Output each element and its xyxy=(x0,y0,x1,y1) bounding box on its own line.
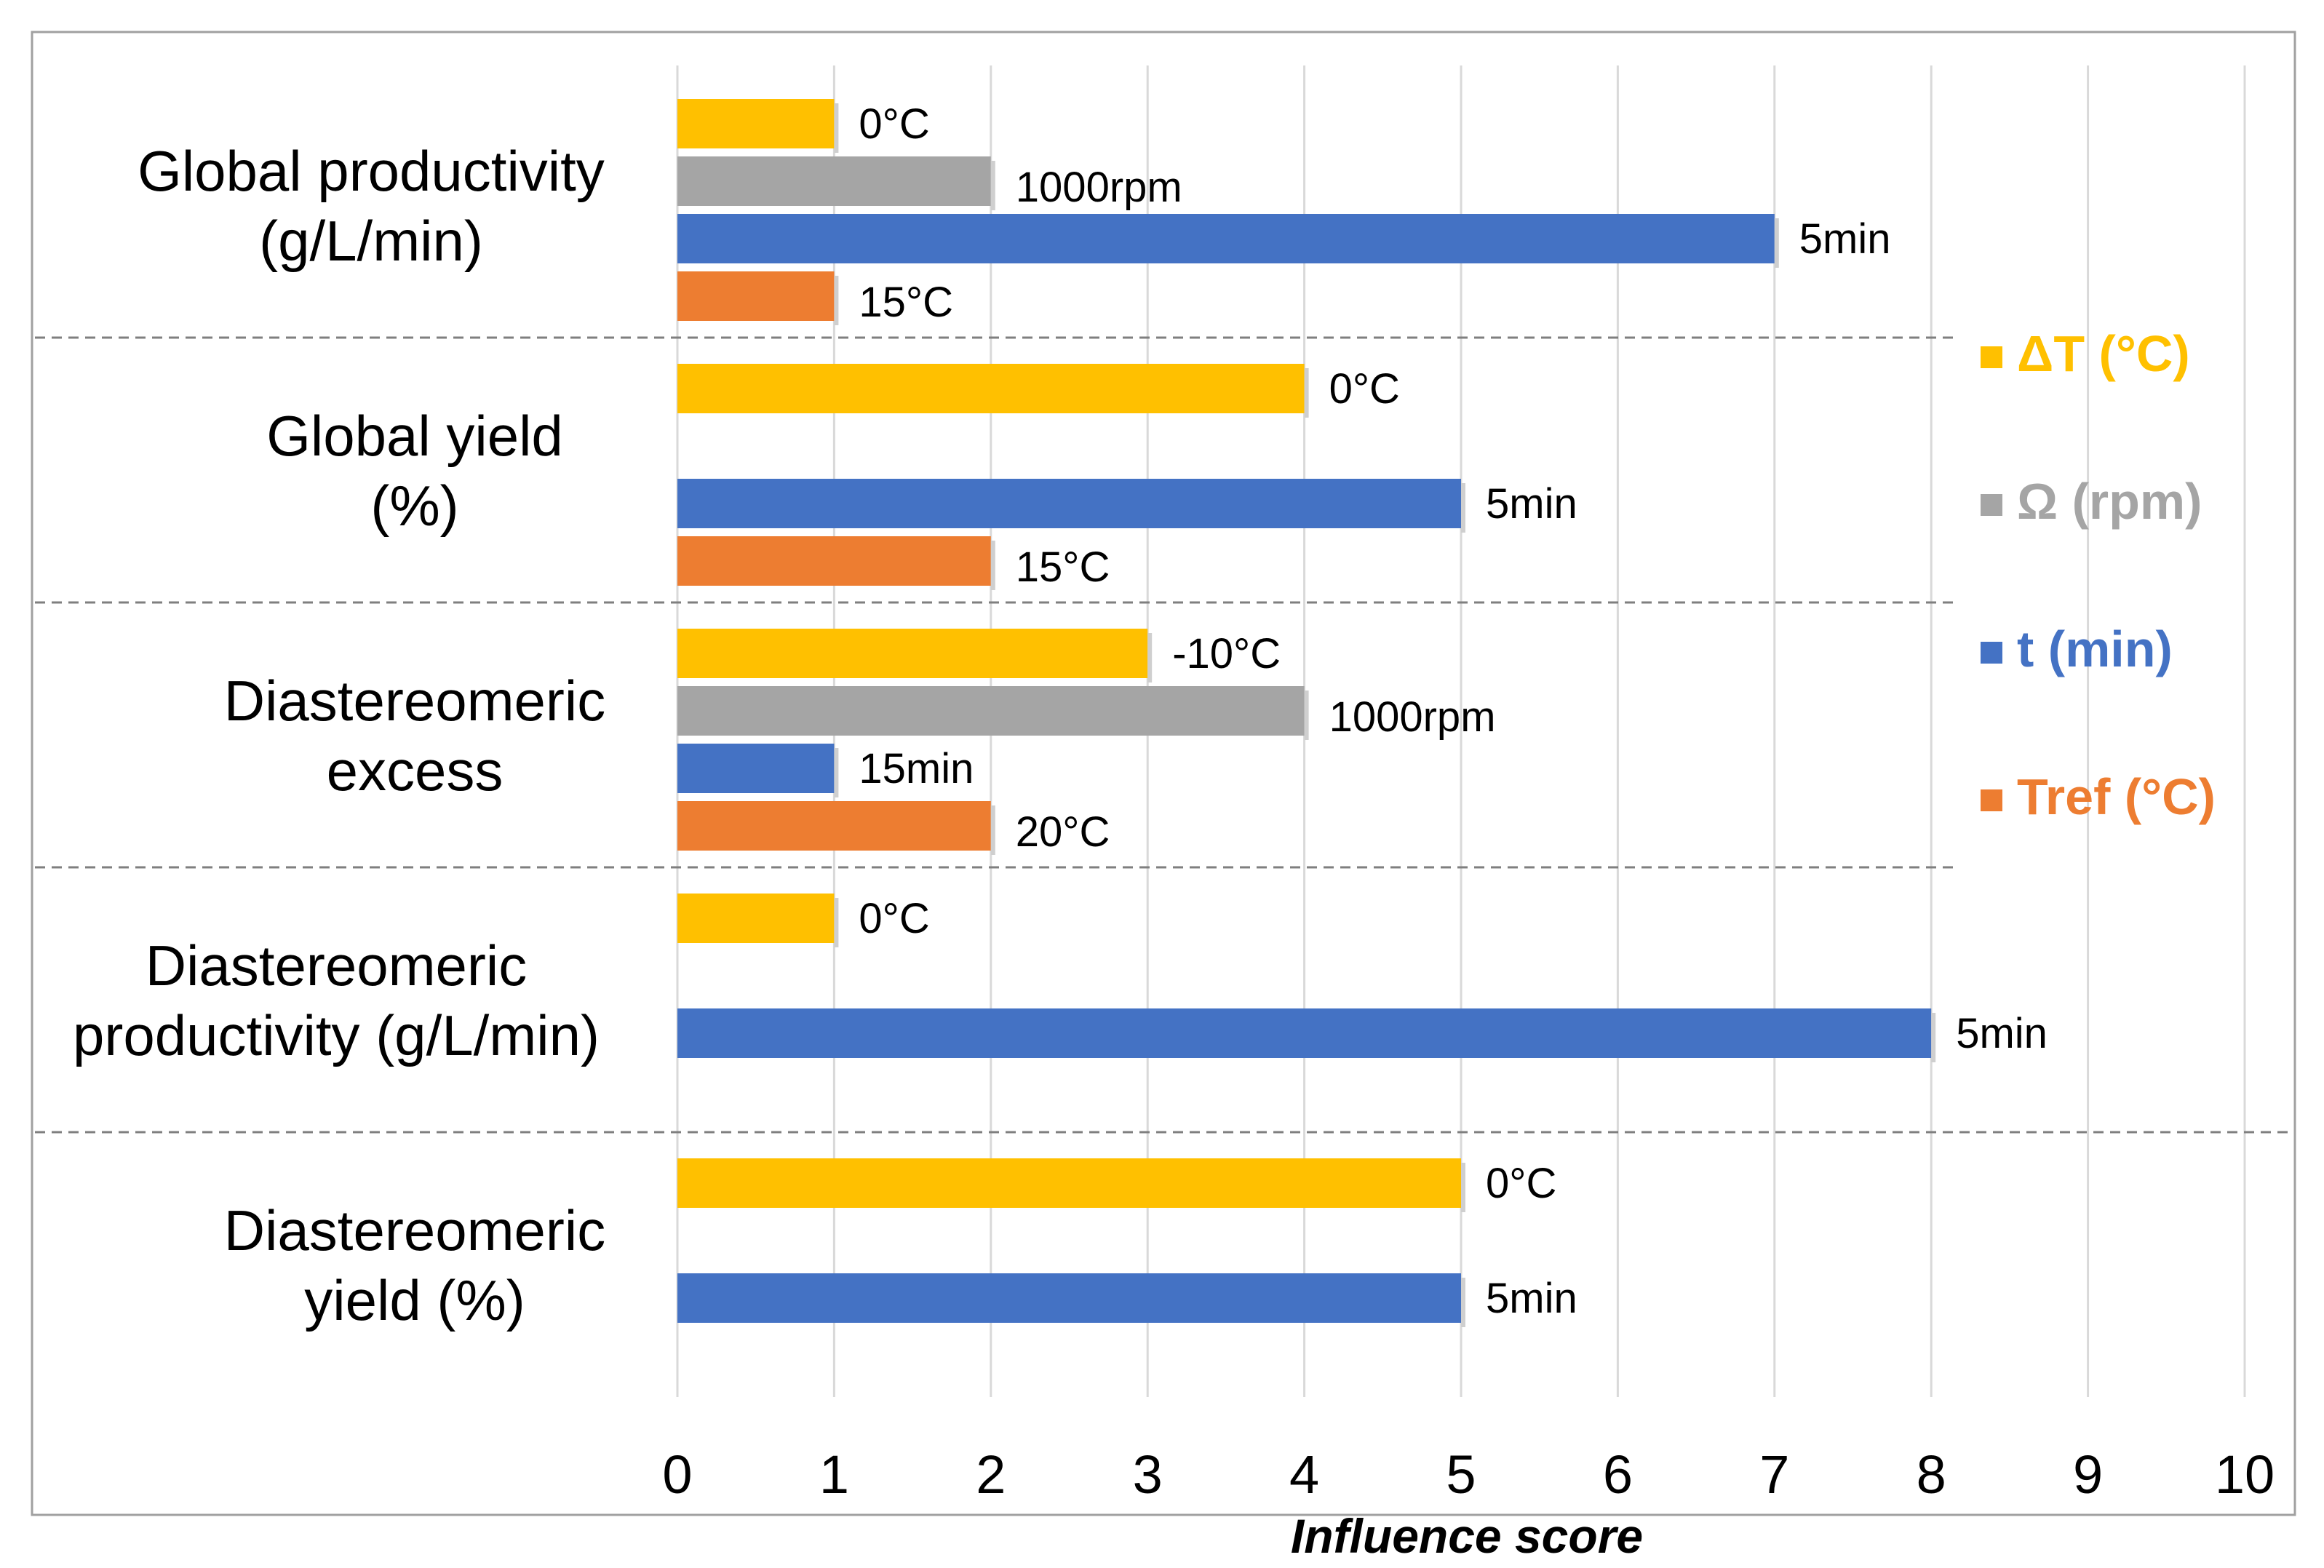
bar-shadow xyxy=(1304,691,1309,740)
x-tick-label: 7 xyxy=(1759,1444,1789,1505)
tick-layer: 0 1 2 3 4 5 6 7 8 9 10 xyxy=(662,1444,2275,1505)
bar xyxy=(677,1273,1461,1323)
legend-swatch xyxy=(1981,789,2002,811)
legend-swatch xyxy=(1981,642,2002,664)
x-tick-label: 1 xyxy=(819,1444,849,1505)
legend-label: ΔT (°C) xyxy=(2017,325,2190,382)
bar-shadow xyxy=(1461,1163,1465,1212)
bar-value-label: 20°C xyxy=(1016,808,1110,856)
bar-value-label: 5min xyxy=(1486,1275,1577,1322)
bar-shadow xyxy=(990,541,995,590)
x-tick-label: 8 xyxy=(1917,1444,1946,1505)
bar-value-label: 5min xyxy=(1799,215,1891,263)
bar-shadow xyxy=(834,103,839,153)
bar-shadow xyxy=(990,161,995,210)
bar-value-label: 15°C xyxy=(859,279,953,326)
x-tick-label: 0 xyxy=(662,1444,692,1505)
x-tick-label: 2 xyxy=(976,1444,1006,1505)
x-tick-label: 3 xyxy=(1133,1444,1163,1505)
bar xyxy=(677,364,1305,413)
bar xyxy=(677,536,991,586)
bar-shadow xyxy=(834,898,839,947)
bar-shadow xyxy=(1931,1013,1936,1062)
label-layer: 0°C 1000rpm 5min 15°C 0°C 5min 15°C -10°C 1000rp… xyxy=(859,100,2048,1322)
category-label-line2: productivity (g/L/min) xyxy=(73,1003,600,1067)
bar-value-label: -10°C xyxy=(1172,630,1281,677)
legend: ΔT (°C) Ω (rpm) t (min) Tref (°C) xyxy=(1981,325,2216,825)
category-label-line2: excess xyxy=(327,739,504,803)
bar-shadow xyxy=(1774,218,1779,268)
x-axis-label: Influence score xyxy=(1291,1509,1643,1563)
legend-label: t (min) xyxy=(2017,621,2173,677)
bar xyxy=(677,479,1461,528)
x-tick-label: 4 xyxy=(1289,1444,1319,1505)
category-label-line2: (%) xyxy=(370,474,458,538)
bar-value-label: 15°C xyxy=(1016,544,1110,591)
legend-swatch xyxy=(1981,346,2002,368)
bar xyxy=(677,629,1148,678)
bar-value-label: 0°C xyxy=(859,100,929,148)
x-tick-label: 10 xyxy=(2215,1444,2275,1505)
bar xyxy=(677,214,1775,263)
plot-frame xyxy=(31,31,2296,1516)
bar-shadow xyxy=(1461,483,1465,533)
category-label-line1: Global yield xyxy=(266,404,563,468)
legend-swatch xyxy=(1981,494,2002,516)
category-label-line2: (g/L/min) xyxy=(259,209,483,273)
category-label-line1: Diastereomeric xyxy=(224,1198,605,1262)
bar xyxy=(677,744,835,793)
bar xyxy=(677,156,991,206)
x-tick-label: 6 xyxy=(1603,1444,1633,1505)
x-tick-label: 9 xyxy=(2073,1444,2103,1505)
category-label-line2: yield (%) xyxy=(304,1268,525,1332)
bar xyxy=(677,894,835,943)
bar-shadow xyxy=(834,276,839,325)
legend-label: Tref (°C) xyxy=(2017,768,2216,825)
bar-value-label: 1000rpm xyxy=(1016,164,1182,211)
bar-shadow xyxy=(990,805,995,855)
bar xyxy=(677,686,1305,736)
x-tick-label: 5 xyxy=(1446,1444,1476,1505)
bar-value-label: 0°C xyxy=(1329,365,1400,413)
bar-value-label: 5min xyxy=(1486,480,1577,528)
legend-label: Ω (rpm) xyxy=(2017,473,2202,530)
bar-layer xyxy=(677,99,1936,1327)
separator-layer xyxy=(35,336,2292,1134)
bar-shadow xyxy=(1461,1278,1465,1327)
bar xyxy=(677,1008,1932,1058)
bar-value-label: 1000rpm xyxy=(1329,693,1496,741)
bar-value-label: 0°C xyxy=(1486,1160,1556,1207)
category-label-line1: Diastereomeric xyxy=(224,669,605,733)
bar xyxy=(677,271,835,321)
bar-shadow xyxy=(1304,368,1309,418)
bar-value-label: 15min xyxy=(859,745,974,792)
category-label-line1: Diastereomeric xyxy=(146,934,527,998)
bar-shadow xyxy=(834,748,839,797)
category-label-line1: Global productivity xyxy=(138,139,605,203)
bar-value-label: 5min xyxy=(1956,1010,2048,1057)
bar-shadow xyxy=(1147,633,1153,682)
bar-value-label: 0°C xyxy=(859,895,929,942)
category-layer: Global productivity(g/L/min) Global yield… xyxy=(73,139,605,1332)
bar xyxy=(677,801,991,851)
bar xyxy=(677,99,835,148)
bar xyxy=(677,1158,1461,1208)
